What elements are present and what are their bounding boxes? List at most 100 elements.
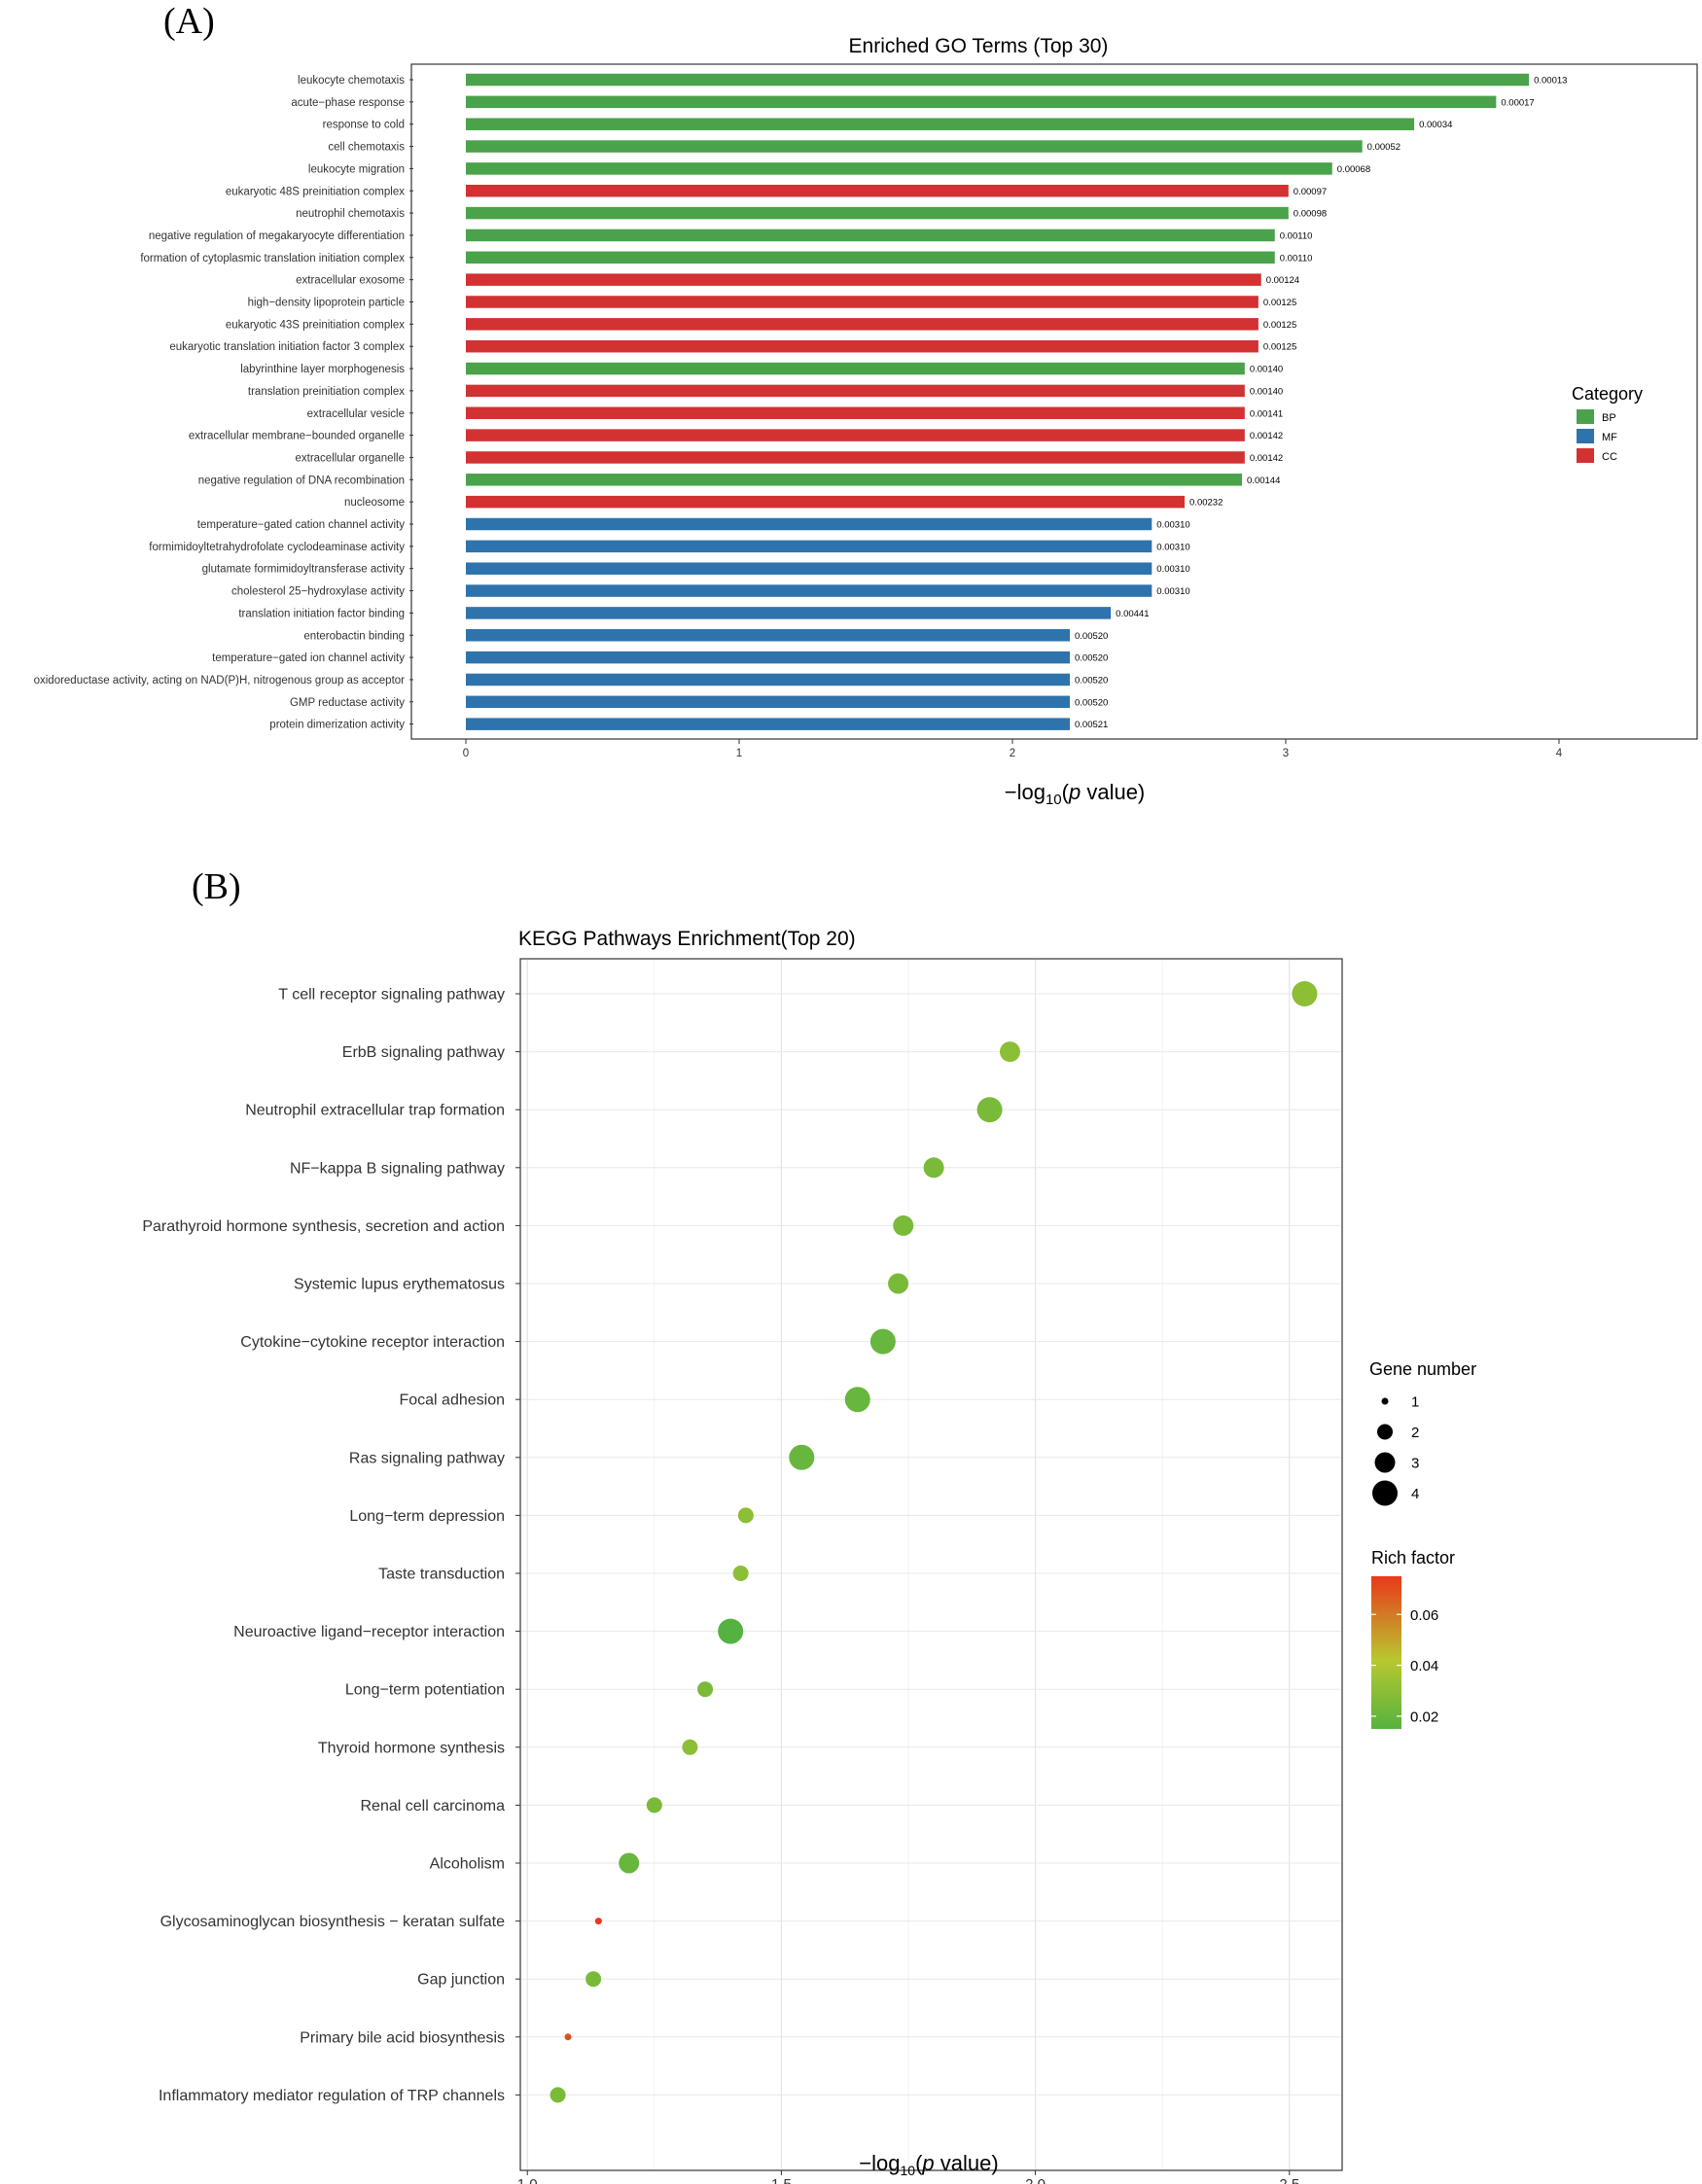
kegg-point	[923, 1157, 944, 1179]
kegg-x-ticks: 1.0 1.5 2.0 2.5	[517, 2170, 1299, 2184]
go-value-label: 0.00520	[1075, 653, 1108, 664]
go-bar	[466, 296, 1259, 308]
go-value-label: 0.00034	[1419, 120, 1452, 130]
go-value-label: 0.00521	[1075, 720, 1108, 730]
go-term-label: nucleosome	[344, 497, 405, 509]
kegg-pathway-label: Alcoholism	[430, 1856, 505, 1873]
go-bar	[466, 140, 1363, 153]
gene-number-legend-label: 1	[1411, 1394, 1419, 1411]
go-bar	[466, 584, 1152, 597]
kegg-pathway-label: Glycosaminoglycan biosynthesis − keratan…	[160, 1914, 506, 1930]
rich-factor-legend-title: Rich factor	[1371, 1548, 1455, 1568]
gene-number-legend: 1 2 3 4	[1372, 1394, 1419, 1506]
kegg-x-axis-title-var: p	[921, 2151, 934, 2175]
go-value-label: 0.00310	[1156, 586, 1189, 597]
go-value-label: 0.00124	[1266, 275, 1299, 286]
kegg-pathway-label: Long−term depression	[349, 1508, 505, 1525]
go-plot-panel	[410, 63, 1698, 740]
go-legend-swatch	[1577, 429, 1594, 443]
go-bar	[466, 95, 1497, 109]
rich-factor-colorbar	[1371, 1576, 1401, 1729]
go-value-label: 0.00310	[1156, 542, 1189, 552]
go-x-tick-label: 0	[463, 748, 469, 759]
go-value-label: 0.00110	[1280, 230, 1313, 241]
go-term-label: formimidoyltetrahydrofolate cyclodeamina…	[149, 542, 405, 553]
kegg-point	[550, 2087, 566, 2103]
kegg-x-axis-title-prefix: −log	[859, 2151, 900, 2175]
go-bars	[466, 73, 1530, 730]
go-term-label: GMP reductase activity	[290, 697, 405, 709]
go-x-tick-label: 1	[736, 748, 742, 759]
go-term-label: eukaryotic 48S preinitiation complex	[226, 186, 405, 197]
go-bar	[466, 185, 1289, 197]
go-term-label: neutrophil chemotaxis	[296, 208, 405, 220]
go-value-label: 0.00097	[1294, 187, 1327, 197]
kegg-point	[888, 1273, 909, 1294]
panel-b-label: (B)	[192, 866, 241, 907]
gene-number-legend-dot	[1372, 1480, 1398, 1506]
go-bar	[466, 162, 1332, 175]
kegg-gridlines	[521, 960, 1341, 2169]
go-bar	[466, 629, 1071, 642]
go-legend-swatch	[1577, 409, 1594, 424]
go-value-label: 0.00520	[1075, 697, 1108, 708]
go-x-axis-title-sub: 10	[1046, 792, 1062, 808]
go-value-label: 0.00068	[1337, 164, 1370, 175]
rich-factor-legend-ticks: 0.02 0.04 0.06	[1371, 1607, 1438, 1725]
go-term-label: response to cold	[323, 120, 405, 131]
kegg-x-axis-title-open: (	[915, 2151, 923, 2175]
kegg-point	[999, 1041, 1020, 1063]
go-bar	[466, 406, 1245, 419]
go-x-axis-title: −log10(p value)	[1005, 780, 1146, 808]
go-bar	[466, 229, 1275, 242]
go-x-ticks: 0 1 2 3 4	[463, 739, 1563, 759]
go-term-label: protein dimerization activity	[269, 720, 405, 731]
go-x-axis-title-open: (	[1062, 780, 1070, 804]
go-value-label: 0.00520	[1075, 675, 1108, 686]
go-value-label: 0.00232	[1189, 498, 1223, 509]
go-term-label: extracellular organelle	[295, 452, 405, 464]
gene-number-legend-label: 3	[1411, 1456, 1419, 1472]
go-value-label: 0.00125	[1263, 298, 1296, 308]
go-value-label: 0.00125	[1263, 320, 1296, 331]
kegg-pathway-label: Systemic lupus erythematosus	[294, 1277, 505, 1293]
go-legend: BP MF CC	[1577, 409, 1617, 463]
go-x-axis-title-var: p	[1068, 780, 1081, 804]
go-bar	[466, 73, 1530, 87]
kegg-point	[789, 1444, 815, 1470]
go-legend-title: Category	[1572, 384, 1643, 404]
kegg-pathway-label: Renal cell carcinoma	[360, 1798, 505, 1814]
kegg-point	[844, 1387, 870, 1413]
go-term-label: acute−phase response	[291, 97, 405, 109]
go-term-label: glutamate formimidoyltransferase activit…	[202, 564, 406, 576]
kegg-point	[869, 1328, 896, 1355]
gene-number-legend-dot	[1381, 1397, 1389, 1405]
go-value-label: 0.00098	[1294, 209, 1327, 220]
go-bar	[466, 118, 1415, 130]
go-term-label: negative regulation of megakaryocyte dif…	[149, 230, 405, 242]
go-value-label: 0.00141	[1250, 408, 1283, 419]
go-legend-label: MF	[1602, 432, 1617, 443]
kegg-pathway-label: NF−kappa B signaling pathway	[290, 1160, 505, 1177]
kegg-pathway-label: Cytokine−cytokine receptor interaction	[240, 1334, 505, 1351]
go-term-label: oxidoreductase activity, acting on NAD(P…	[34, 675, 406, 687]
kegg-x-axis-title-rest: value)	[935, 2151, 999, 2175]
go-term-label: high−density lipoprotein particle	[248, 298, 405, 309]
kegg-point	[737, 1507, 754, 1524]
go-value-label: 0.00052	[1367, 142, 1401, 153]
go-x-tick-label: 4	[1556, 748, 1563, 759]
go-value-label: 0.00140	[1250, 365, 1283, 375]
go-bar	[466, 384, 1245, 398]
kegg-pathway-label: Long−term potentiation	[345, 1682, 505, 1699]
go-value-label: 0.00125	[1263, 342, 1296, 353]
go-bar	[466, 206, 1289, 220]
rich-factor-tick-label: 0.02	[1410, 1708, 1438, 1725]
gene-number-legend-label: 2	[1411, 1425, 1419, 1441]
kegg-x-axis-title-sub: 10	[901, 2163, 916, 2178]
go-term-label: negative regulation of DNA recombination	[198, 475, 405, 486]
go-term-label: cell chemotaxis	[328, 142, 405, 154]
go-bar	[466, 251, 1275, 264]
kegg-pathway-label: Thyroid hormone synthesis	[318, 1740, 505, 1756]
